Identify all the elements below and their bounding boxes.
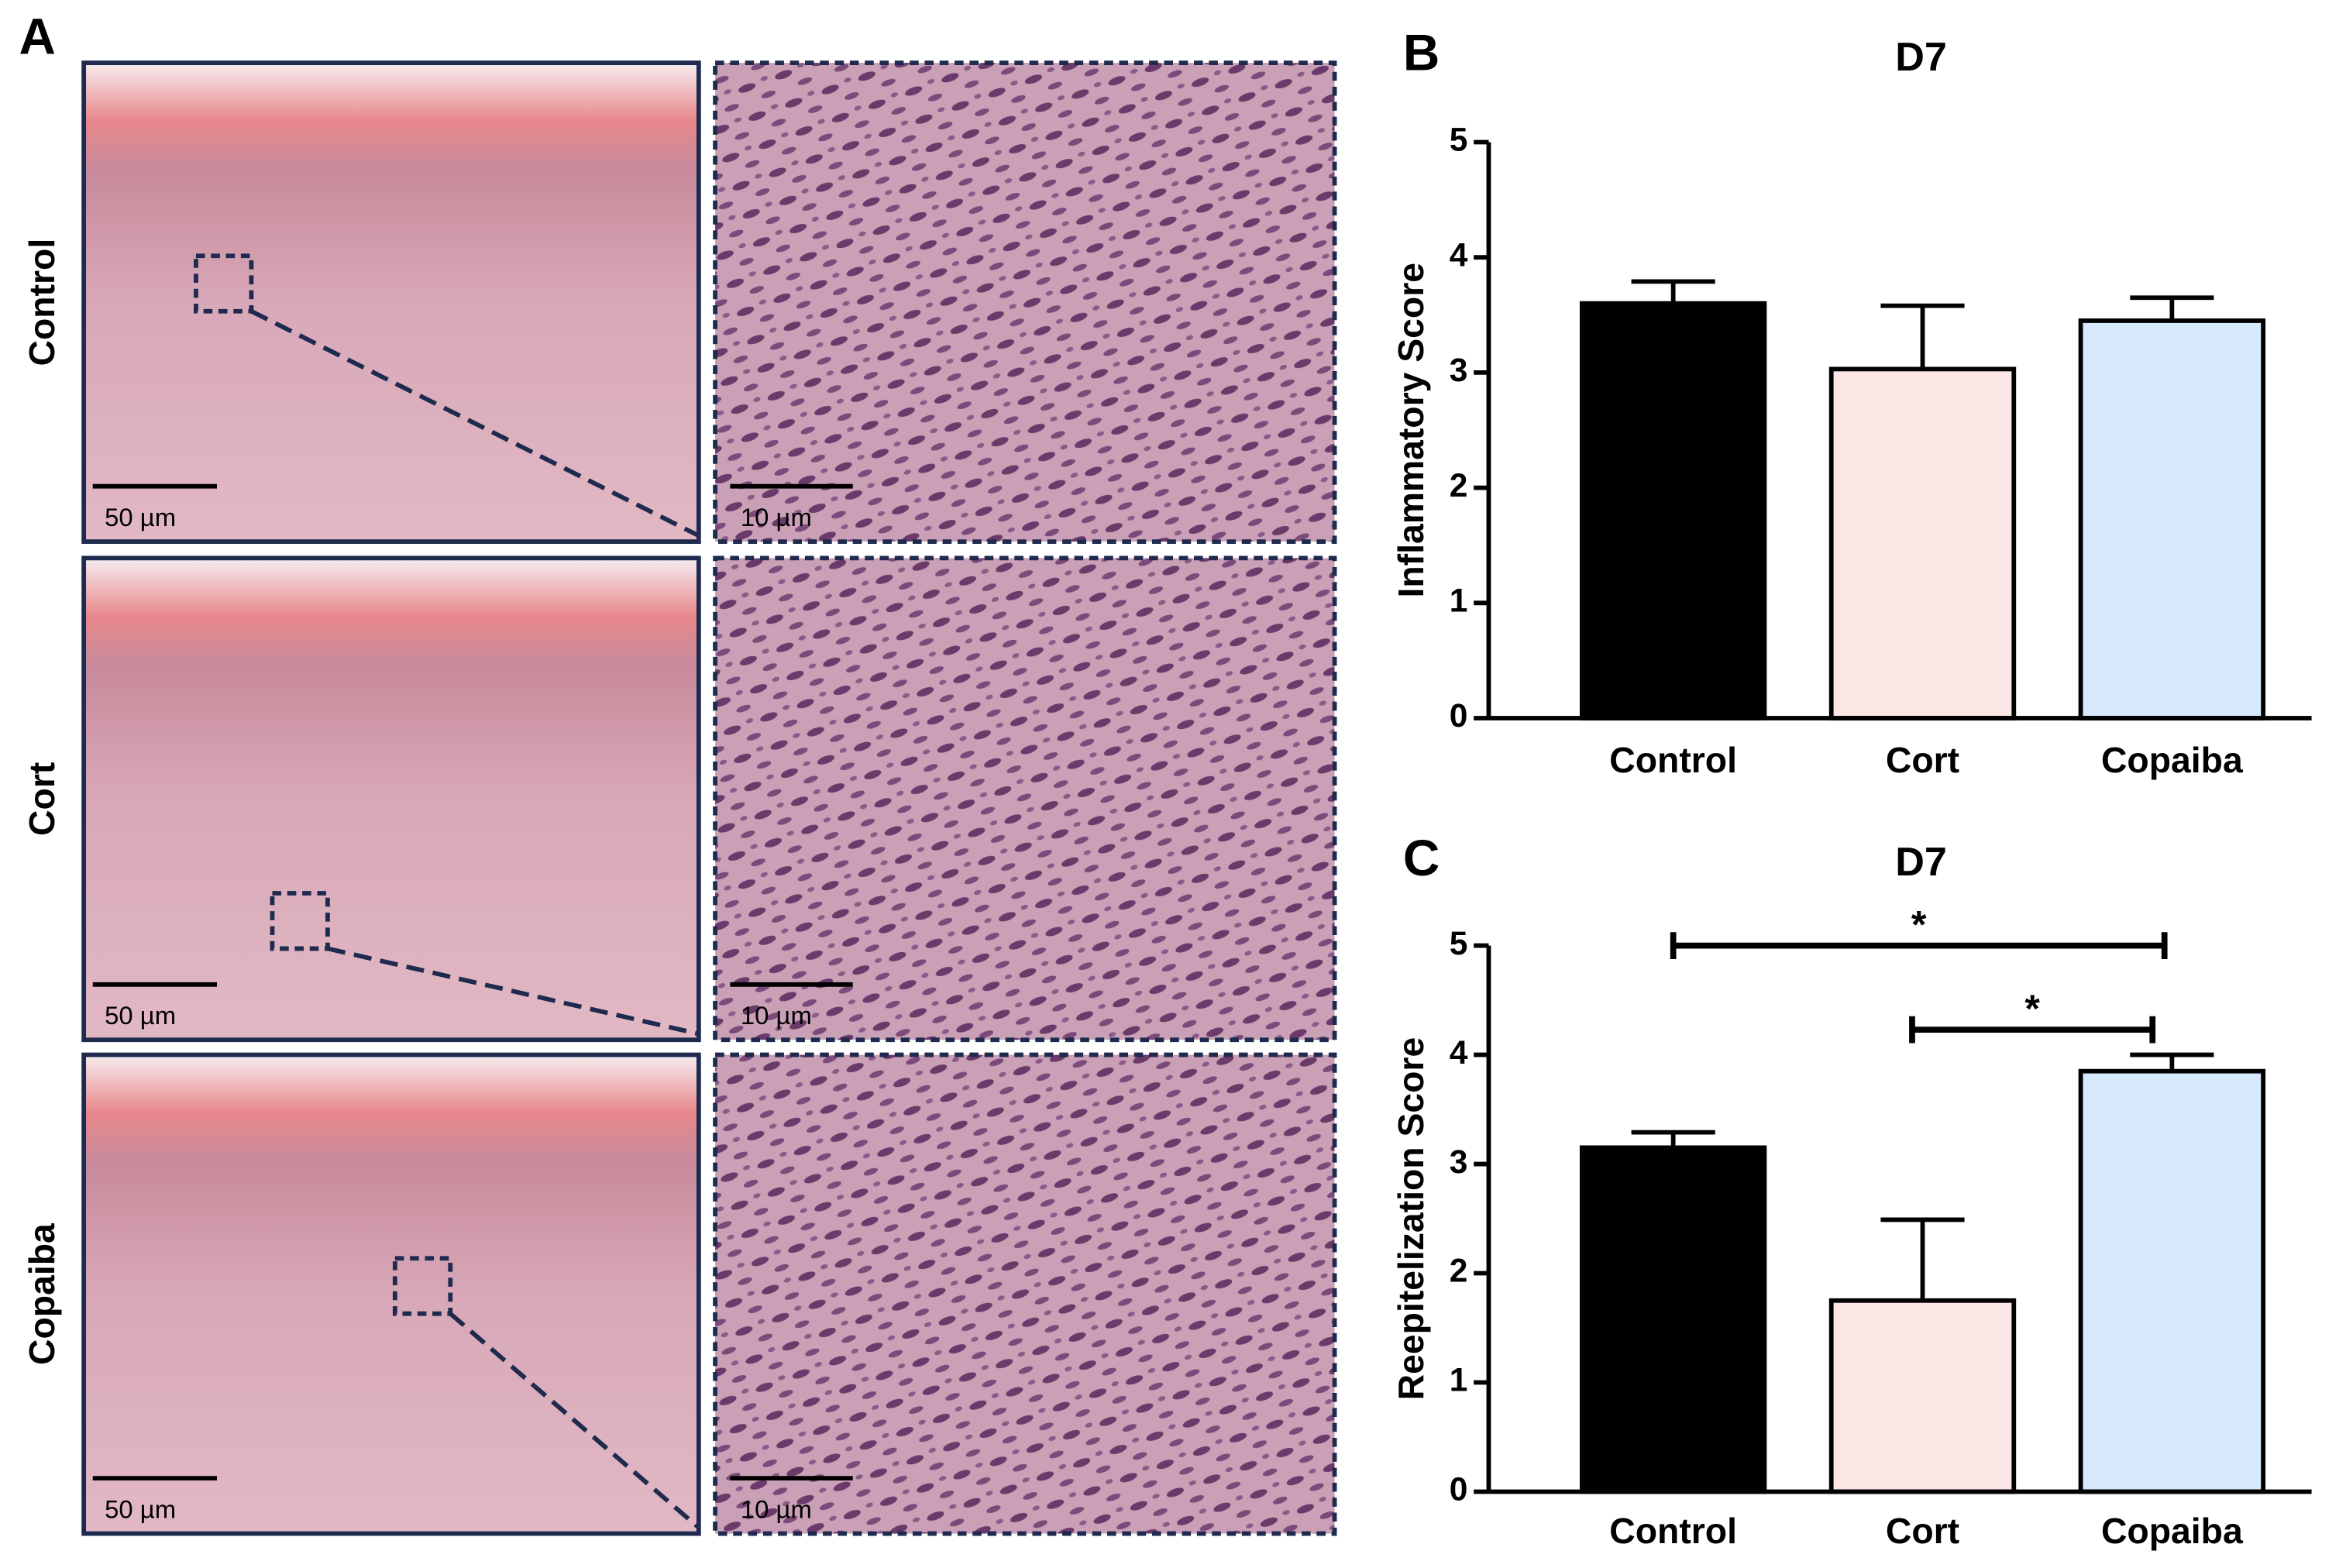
micrograph-zoom [713,1052,1337,1536]
y-tick-label: 1 [1450,1363,1468,1399]
bar [2078,1068,2266,1494]
row-label: Copaiba [22,1222,62,1365]
zoom-connector [250,309,700,538]
panel-label: C [1403,830,1440,886]
y-tick-label: 3 [1450,352,1468,389]
significance-label: * [2024,987,2040,1030]
zoom-region [270,891,330,951]
x-tick-label: Control [1609,1511,1737,1551]
y-axis-label: Inflammatory Score [1391,263,1431,598]
y-tick-label: 4 [1450,1035,1468,1071]
panel-label: A [19,8,56,64]
y-tick-label: 3 [1450,1144,1468,1181]
scale-label: 10 µm [741,1001,812,1030]
scale-label: 50 µm [105,1494,176,1523]
micrograph-overview [81,60,701,545]
x-tick-label: Control [1609,740,1737,780]
significance-label: * [1911,903,1927,947]
x-tick-label: Cort [1886,1511,1959,1551]
y-tick-label: 5 [1450,926,1468,962]
y-tick-label: 2 [1450,1253,1468,1290]
scale-label: 10 µm [741,503,812,531]
chart-title: D7 [1895,35,1947,80]
zoom-region [194,253,254,314]
y-tick-label: 5 [1450,122,1468,159]
bar [1579,301,1767,720]
y-tick-label: 1 [1450,583,1468,620]
micrograph-overview [81,1052,701,1536]
chart-title: D7 [1895,840,1947,885]
x-tick-label: Copaiba [2101,740,2244,780]
y-tick-label: 0 [1450,1472,1468,1508]
y-tick-label: 0 [1450,698,1468,734]
micrograph-zoom [713,555,1337,1043]
zoom-connector [449,1312,700,1530]
y-tick-label: 2 [1450,468,1468,504]
x-tick-label: Cort [1886,740,1959,780]
x-tick-label: Copaiba [2101,1511,2244,1551]
bar [2078,318,2266,720]
y-axis-label: Reepitelization Score [1391,1037,1431,1401]
row-label: Cort [22,762,62,836]
panel-label: B [1403,25,1440,81]
y-tick-label: 4 [1450,237,1468,273]
scale-label: 50 µm [105,503,176,531]
scale-label: 10 µm [741,1494,812,1523]
zoom-connector [327,946,700,1037]
scale-label: 50 µm [105,1001,176,1030]
bar [1828,366,2017,720]
bar [1579,1145,1767,1494]
zoom-region [392,1256,453,1316]
micrograph-overview [81,555,701,1043]
bar [1828,1298,2017,1494]
row-label: Control [22,239,62,366]
micrograph-zoom [713,60,1337,545]
